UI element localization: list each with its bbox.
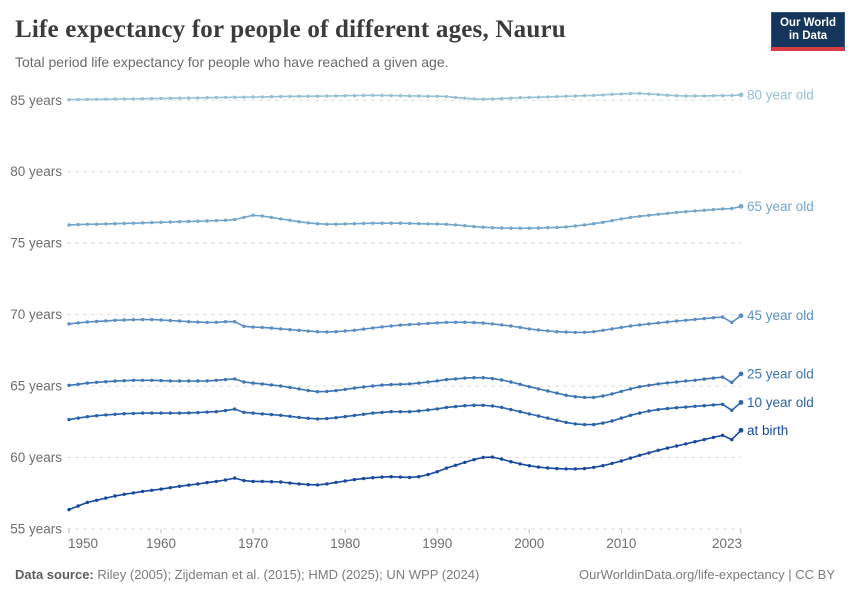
series-points-at-birth xyxy=(67,428,743,512)
y-axis-label-85: 85 years xyxy=(10,93,62,108)
x-axis-label-2010: 2010 xyxy=(606,536,636,551)
y-axis-label-60: 60 years xyxy=(10,450,62,465)
footer-link[interactable]: OurWorldinData.org/life-expectancy | CC … xyxy=(578,567,835,582)
series-label-at-birth[interactable]: at birth xyxy=(747,423,788,438)
series-label-80-year-old[interactable]: 80 year old xyxy=(747,87,814,102)
series-end-dot-25-year-old xyxy=(738,371,744,377)
owid-logo-line2: in Data xyxy=(788,30,828,42)
series-points-10-year-old xyxy=(67,400,743,427)
chart-footer: Data source: Riley (2005); Zijdeman et a… xyxy=(15,567,835,582)
series-points-65-year-old xyxy=(67,204,743,230)
data-source-label: Data source: xyxy=(15,567,94,582)
y-axis-label-65: 65 years xyxy=(10,379,62,394)
series-end-dot-80-year-old xyxy=(738,92,744,98)
series-label-45-year-old[interactable]: 45 year old xyxy=(747,308,814,323)
y-axis-label-55: 55 years xyxy=(10,521,62,536)
series-points-45-year-old xyxy=(67,314,743,335)
series-line-at-birth[interactable] xyxy=(68,429,742,511)
x-axis-label-1960: 1960 xyxy=(146,536,176,551)
data-source: Data source: Riley (2005); Zijdeman et a… xyxy=(15,567,479,582)
chart-subtitle: Total period life expectancy for people … xyxy=(15,54,449,70)
x-axis-label-1990: 1990 xyxy=(422,536,452,551)
y-axis-label-70: 70 years xyxy=(10,307,62,322)
series-label-25-year-old[interactable]: 25 year old xyxy=(747,366,814,381)
x-axis-label-1950: 1950 xyxy=(68,536,98,551)
chart-title: Life expectancy for people of different … xyxy=(15,16,566,43)
x-axis-label-1970: 1970 xyxy=(238,536,268,551)
series-label-10-year-old[interactable]: 10 year old xyxy=(747,395,814,410)
series-label-65-year-old[interactable]: 65 year old xyxy=(747,199,814,214)
series-points-25-year-old xyxy=(67,372,743,400)
line-chart: 55 years 60 years 65 years 70 years 75 years… xyxy=(10,87,814,551)
owid-logo[interactable]: Our World in Data xyxy=(771,12,845,51)
owid-logo-line1: Our World xyxy=(779,17,836,29)
series-end-dot-at-birth xyxy=(738,427,744,433)
x-axis-label-2023: 2023 xyxy=(712,536,742,551)
series-end-dot-10-year-old xyxy=(738,400,744,405)
series-end-dot-45-year-old xyxy=(738,313,744,319)
x-axis-label-1980: 1980 xyxy=(330,536,360,551)
y-axis-label-75: 75 years xyxy=(10,236,62,251)
y-axis-label-80: 80 years xyxy=(10,164,62,179)
x-axis-label-2000: 2000 xyxy=(514,536,544,551)
data-source-text: Riley (2005); Zijdeman et al. (2015); HM… xyxy=(93,567,480,582)
series-end-dot-65-year-old xyxy=(738,203,744,209)
